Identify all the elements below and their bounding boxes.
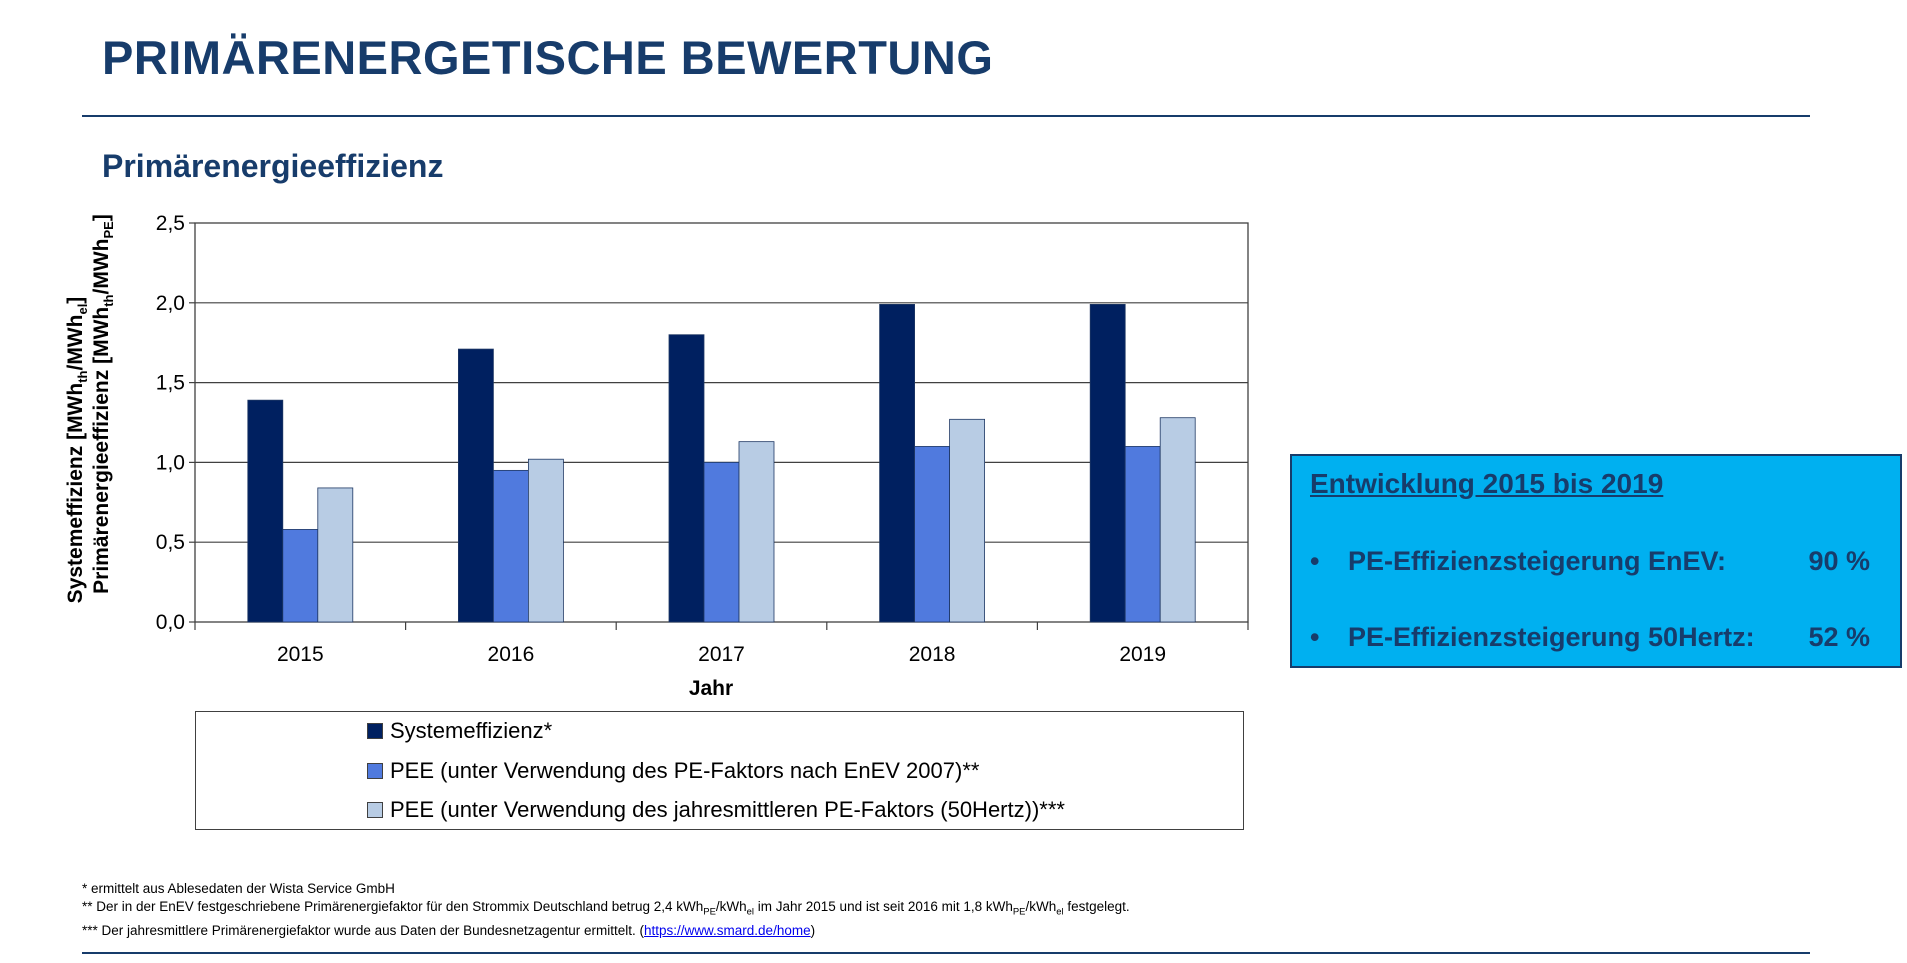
legend-item-pee-enev: PEE (unter Verwendung des PE-Faktors nac…	[367, 757, 979, 785]
y-tick-label: 2,0	[156, 292, 185, 315]
legend-swatch	[367, 763, 383, 779]
bar-2017-series-0	[668, 334, 705, 623]
bar-2019-series-1	[1124, 446, 1161, 623]
legend-item-system-efficiency: Systemeffizienz*	[367, 717, 552, 745]
legend-label: Systemeffizienz*	[390, 718, 553, 743]
x-tick-label: 2016	[488, 643, 535, 666]
footnotes: * ermittelt aus Ablesedaten der Wista Se…	[82, 880, 1130, 940]
bar-2019-series-2	[1159, 417, 1196, 623]
y-tick-label: 1,0	[156, 451, 185, 474]
smard-link[interactable]: https://www.smard.de/home	[644, 922, 811, 938]
bar-2017-series-1	[703, 461, 740, 623]
development-infobox: Entwicklung 2015 bis 2019 • PE-Effizienz…	[1290, 454, 1902, 668]
x-tick-label: 2019	[1119, 643, 1166, 666]
chart-legend: Systemeffizienz* PEE (unter Verwendung d…	[195, 711, 1244, 830]
x-axis-label: Jahr	[689, 677, 733, 700]
x-tick-label: 2015	[277, 643, 324, 666]
bar-2017-series-2	[738, 441, 775, 623]
legend-swatch	[367, 723, 383, 739]
header-divider	[82, 115, 1810, 117]
y-axis-label-primary-energy-efficiency: Primärenergieeffizienz [MWhth/MWhPE]	[90, 214, 116, 594]
bar-chart: 0,0 0,5 1,0 1,5 2,0 2,5 2015 2016 2017 2018 2019 S…	[64, 212, 1249, 700]
bar-2016-series-0	[457, 348, 494, 623]
bullet-icon: •	[1310, 546, 1320, 576]
bar-2015-series-0	[247, 399, 284, 623]
bar-2018-series-0	[879, 303, 915, 623]
infobox-item-value: 90 %	[1808, 546, 1870, 576]
bullet-icon: •	[1310, 622, 1320, 652]
footnote-3: *** Der jahresmittlere Primärenergiefakt…	[82, 922, 816, 938]
footer-divider	[82, 952, 1810, 954]
chart-axes: 0,0 0,5 1,0 1,5 2,0 2,5 2015 2016 2017 2018 2019	[156, 212, 1249, 666]
bar-2016-series-1	[492, 469, 529, 623]
legend-label: PEE (unter Verwendung des jahresmittlere…	[390, 797, 1065, 822]
bar-2018-series-1	[914, 446, 950, 623]
infobox-item-value: 52 %	[1808, 622, 1870, 652]
x-tick-label: 2017	[698, 643, 745, 666]
legend-swatch	[367, 802, 383, 818]
footnote-2: ** Der in der EnEV festgeschriebene Prim…	[82, 899, 1130, 918]
bar-2015-series-2	[317, 487, 354, 623]
y-axis-label-system-efficiency: Systemeffizienz [MWhth/MWhel]	[64, 297, 90, 604]
y-tick-label: 1,5	[156, 372, 185, 395]
section-subtitle: Primärenergieeffizienz	[102, 148, 444, 184]
legend-item-pee-50hertz: PEE (unter Verwendung des jahresmittlere…	[367, 796, 1065, 824]
y-tick-label: 0,5	[156, 531, 185, 554]
page-title: PRIMÄRENERGETISCHE BEWERTUNG	[102, 31, 994, 84]
bar-2015-series-1	[282, 529, 319, 623]
y-tick-label: 2,5	[156, 212, 185, 235]
bar-2019-series-0	[1089, 303, 1126, 623]
chart-bars	[247, 303, 1196, 623]
bar-2018-series-2	[949, 418, 985, 623]
bar-2016-series-2	[528, 458, 564, 623]
infobox-title: Entwicklung 2015 bis 2019	[1310, 468, 1664, 499]
infobox-item-label: PE-Effizienzsteigerung 50Hertz:	[1348, 622, 1755, 652]
y-tick-label: 0,0	[156, 611, 185, 634]
x-tick-label: 2018	[909, 643, 956, 666]
footnote-1: * ermittelt aus Ablesedaten der Wista Se…	[82, 881, 395, 896]
legend-label: PEE (unter Verwendung des PE-Faktors nac…	[390, 758, 980, 783]
infobox-item-label: PE-Effizienzsteigerung EnEV:	[1348, 546, 1727, 576]
